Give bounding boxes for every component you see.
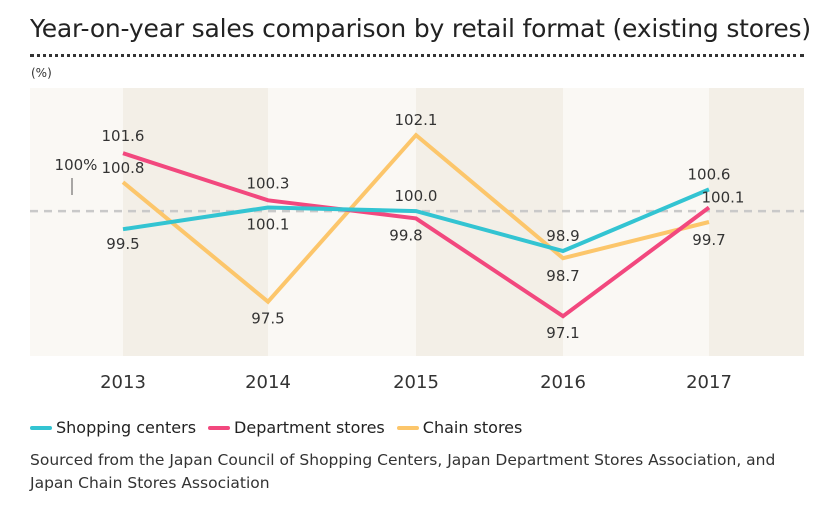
chart-area: (%) 100% 99.5 100.1 100.0 98.9 100.6 101.6 100.3… (30, 66, 804, 393)
x-tick-label-2013: 2013 (100, 372, 146, 393)
background-band-3 (416, 88, 563, 356)
data-label-chain-stores-2017: 99.7 (692, 231, 725, 249)
background-band-1 (123, 88, 268, 356)
series-line-department-stores (122, 151, 711, 319)
data-label-chain-stores-2013: 100.8 (102, 159, 145, 177)
source-note: Sourced from the Japan Council of Shoppi… (30, 451, 776, 492)
data-label-shopping-centers-2014: 100.1 (247, 216, 290, 234)
data-label-shopping-centers-2017: 100.6 (688, 165, 731, 183)
background-band-0 (30, 88, 123, 356)
x-tick-label-2014: 2014 (245, 372, 291, 393)
data-label-shopping-centers-2015: 100.0 (395, 187, 438, 205)
legend-label-chain-stores: Chain stores (422, 418, 523, 437)
legend-item-department-stores: Department stores (208, 418, 385, 437)
data-label-chain-stores-2014: 97.5 (251, 310, 284, 328)
data-label-chain-stores-2015: 102.1 (395, 111, 438, 129)
data-label-department-stores-2016: 97.1 (546, 324, 579, 342)
x-tick-label-2016: 2016 (540, 372, 586, 393)
legend-item-shopping-centers: Shopping centers (30, 418, 196, 437)
y-axis-unit-label: (%) (31, 66, 52, 80)
data-label-department-stores-2013: 101.6 (102, 127, 145, 145)
series-line-chain-stores (121, 132, 710, 305)
chart-title: Year-on-year sales comparison by retail … (30, 14, 811, 43)
legend-label-shopping-centers: Shopping centers (56, 418, 197, 437)
x-tick-label-2017: 2017 (686, 372, 732, 393)
legend-swatch-shopping-centers (30, 425, 52, 430)
series-line-shopping-centers (122, 187, 710, 254)
legend: Shopping centers Department stores Chain… (30, 418, 534, 437)
line-chart: (%) 100% 99.5 100.1 100.0 98.9 100.6 101.6 100.3… (30, 66, 804, 393)
data-label-shopping-centers-2016: 98.9 (546, 227, 579, 245)
background-band-5 (709, 88, 804, 356)
x-tick-label-2015: 2015 (393, 372, 439, 393)
legend-label-department-stores: Department stores (234, 418, 385, 437)
data-label-shopping-centers-2013: 99.5 (106, 235, 139, 253)
legend-swatch-department-stores (208, 425, 231, 430)
data-label-chain-stores-2016: 98.7 (546, 267, 579, 285)
background-band-2 (268, 88, 416, 356)
title-divider (30, 54, 804, 57)
legend-swatch-chain-stores (396, 425, 419, 430)
legend-item-chain-stores: Chain stores (396, 418, 523, 437)
data-label-department-stores-2017: 100.1 (702, 189, 745, 207)
data-label-department-stores-2015: 99.8 (389, 226, 422, 244)
reference-label: 100% (55, 156, 98, 174)
data-label-department-stores-2014: 100.3 (247, 174, 290, 192)
